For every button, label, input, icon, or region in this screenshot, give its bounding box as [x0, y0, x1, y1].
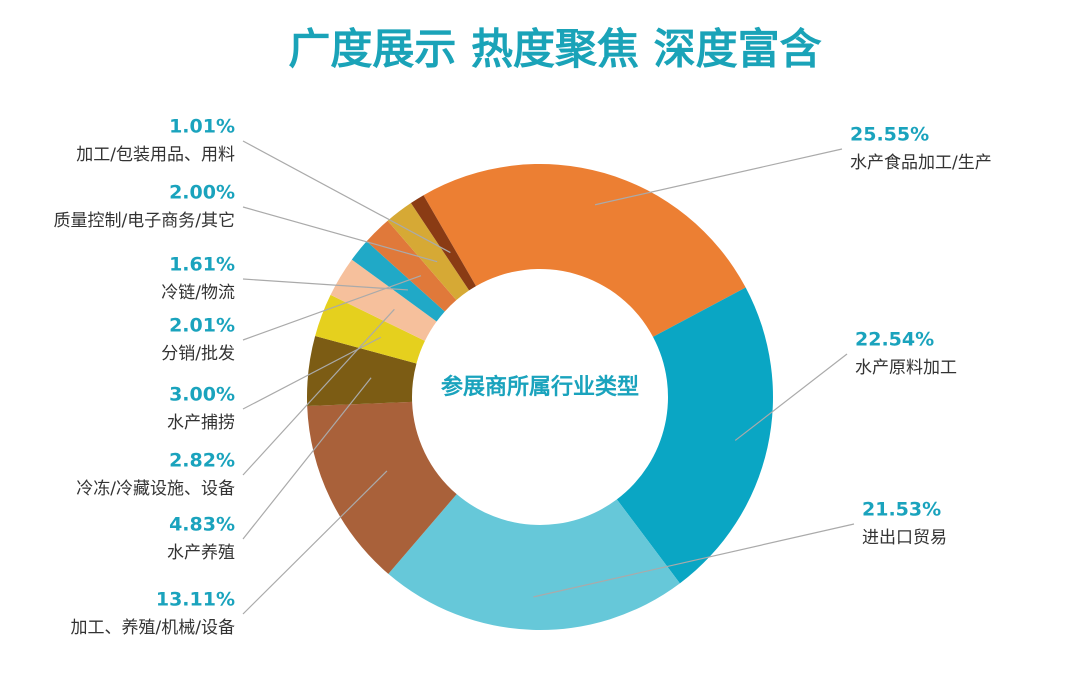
category-label: 水产食品加工/生产: [850, 153, 992, 173]
leader-line: [594, 148, 843, 206]
category-label: 质量控制/电子商务/其它: [54, 211, 235, 231]
value-label: 2.00%: [169, 182, 235, 204]
value-label: 3.00%: [169, 384, 235, 406]
slice: [307, 335, 417, 406]
slice: [351, 241, 445, 322]
category-label: 加工、养殖/机械/设备: [71, 618, 235, 638]
leader-line: [734, 353, 848, 441]
value-label: 2.01%: [169, 315, 235, 337]
category-label: 冷冻/冷藏设施、设备: [76, 479, 235, 499]
leader-line: [242, 308, 395, 476]
leader-line: [533, 523, 855, 598]
value-label: 25.55%: [850, 124, 929, 146]
slice: [423, 164, 746, 337]
category-label: 冷链/物流: [161, 283, 235, 303]
value-label: 1.01%: [169, 116, 235, 138]
slice: [330, 259, 437, 341]
category-label: 水产原料加工: [855, 358, 957, 378]
chart-title: 广度展示 热度聚焦 深度富含: [288, 25, 821, 74]
slice: [387, 203, 470, 301]
slice: [366, 220, 457, 312]
value-label: 1.61%: [169, 254, 235, 276]
leader-line: [242, 206, 438, 263]
leader-line: [242, 278, 408, 291]
slice: [410, 195, 476, 291]
slice: [616, 287, 773, 584]
leader-line: [242, 470, 388, 615]
leader-line: [242, 275, 422, 341]
category-label: 加工/包装用品、用料: [76, 145, 235, 165]
value-label: 21.53%: [862, 499, 941, 521]
center-label: 参展商所属行业类型: [441, 374, 639, 400]
leader-line: [242, 377, 372, 540]
slice: [388, 494, 680, 630]
value-label: 4.83%: [169, 514, 235, 536]
category-label: 分销/批发: [161, 344, 235, 364]
slice: [315, 294, 425, 364]
value-label: 2.82%: [169, 450, 235, 472]
value-label: 13.11%: [156, 589, 235, 611]
category-label: 进出口贸易: [862, 528, 947, 548]
leader-line: [242, 140, 451, 254]
category-label: 水产养殖: [167, 543, 235, 563]
slice: [307, 401, 457, 574]
value-label: 22.54%: [855, 329, 934, 351]
category-label: 水产捕捞: [167, 413, 235, 433]
